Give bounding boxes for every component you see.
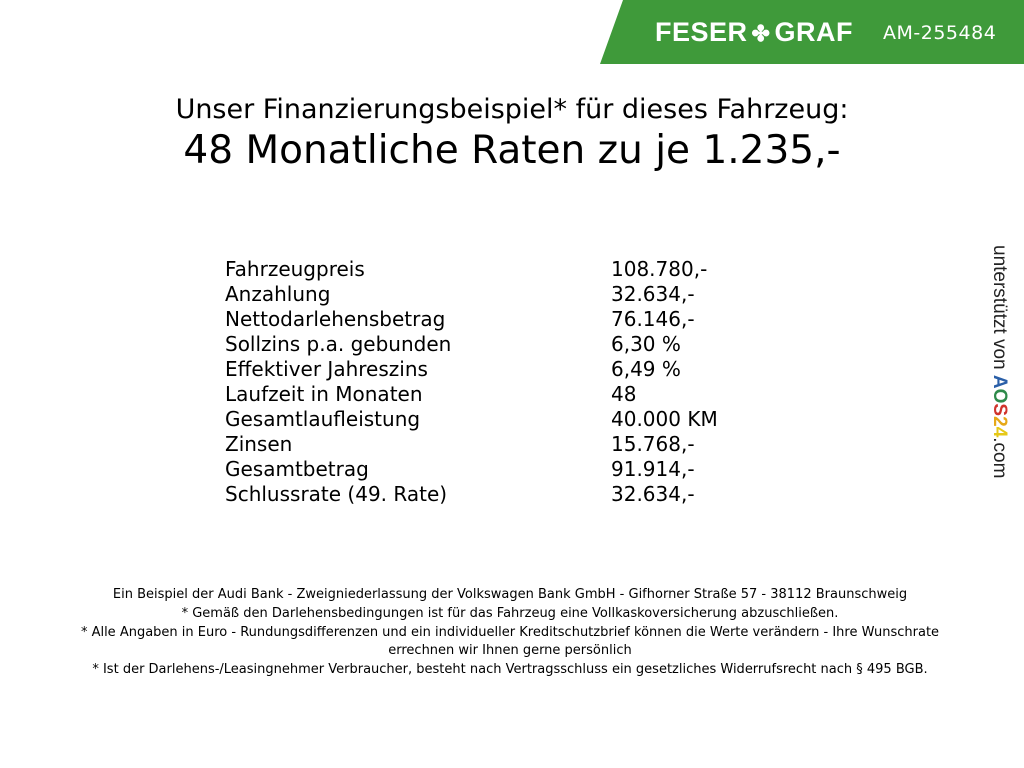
row-label: Nettodarlehensbetrag <box>225 307 446 331</box>
row-label: Zinsen <box>225 432 293 456</box>
row-value: 6,30 % <box>611 332 681 356</box>
domain-suffix: .com <box>989 437 1010 479</box>
row-value: 32.634,- <box>611 282 695 306</box>
row-label: Gesamtlaufleistung <box>225 407 421 431</box>
table-row: Gesamtbetrag 91.914,- <box>225 457 825 482</box>
row-label: Laufzeit in Monaten <box>225 382 423 406</box>
title-intro: Unser Finanzierungsbeispiel* für dieses … <box>175 94 849 125</box>
finance-table: Fahrzeugpreis 108.780,- Anzahlung 32.634,-… <box>225 257 825 507</box>
aos24-logo: AOS24 <box>989 374 1010 438</box>
table-row: Anzahlung 32.634,- <box>225 282 825 307</box>
row-value: 91.914,- <box>611 457 695 481</box>
row-label: Sollzins p.a. gebunden <box>225 332 452 356</box>
row-label: Gesamtbetrag <box>225 457 369 481</box>
row-label: Schlussrate (49. Rate) <box>225 482 448 506</box>
table-row: Laufzeit in Monaten 48 <box>225 382 825 407</box>
row-value: 48 <box>611 382 637 406</box>
row-value: 40.000 KM <box>611 407 718 431</box>
brand-name-right: GRAF <box>774 17 853 47</box>
row-label: Effektiver Jahreszins <box>225 357 428 381</box>
supported-by-text: unterstützt von <box>989 245 1010 370</box>
table-row: Schlussrate (49. Rate) 32.634,- <box>225 482 825 507</box>
footnote: Ein Beispiel der Audi Bank - Zweignieder… <box>112 587 908 602</box>
brand-banner <box>600 0 1024 64</box>
footnote: * Ist der Darlehens-/Leasingnehmer Verbr… <box>92 662 928 677</box>
brand-logo: FESER ✤ GRAF <box>655 17 853 48</box>
title-rate: 48 Monatliche Raten zu je 1.235,- <box>183 128 841 173</box>
row-value: 76.146,- <box>611 307 695 331</box>
row-value: 32.634,- <box>611 482 695 506</box>
footnote: * Alle Angaben in Euro - Rundungsdiffere… <box>80 625 940 658</box>
footnotes: Ein Beispiel der Audi Bank - Zweignieder… <box>50 586 970 680</box>
supported-by: unterstützt von AOS24.com <box>988 245 1010 478</box>
row-value: 108.780,- <box>611 257 708 281</box>
row-value: 15.768,- <box>611 432 695 456</box>
table-row: Gesamtlaufleistung 40.000 KM <box>225 407 825 432</box>
row-label: Fahrzeugpreis <box>225 257 365 281</box>
table-row: Fahrzeugpreis 108.780,- <box>225 257 825 282</box>
vehicle-code: AM-255484 <box>883 22 997 44</box>
footnote: * Gemäß den Darlehensbedingungen ist für… <box>181 606 839 621</box>
clover-icon: ✤ <box>751 21 771 46</box>
table-row: Sollzins p.a. gebunden 6,30 % <box>225 332 825 357</box>
table-row: Effektiver Jahreszins 6,49 % <box>225 357 825 382</box>
row-label: Anzahlung <box>225 282 331 306</box>
row-value: 6,49 % <box>611 357 681 381</box>
table-row: Nettodarlehensbetrag 76.146,- <box>225 307 825 332</box>
table-row: Zinsen 15.768,- <box>225 432 825 457</box>
brand-name-left: FESER <box>655 17 748 47</box>
